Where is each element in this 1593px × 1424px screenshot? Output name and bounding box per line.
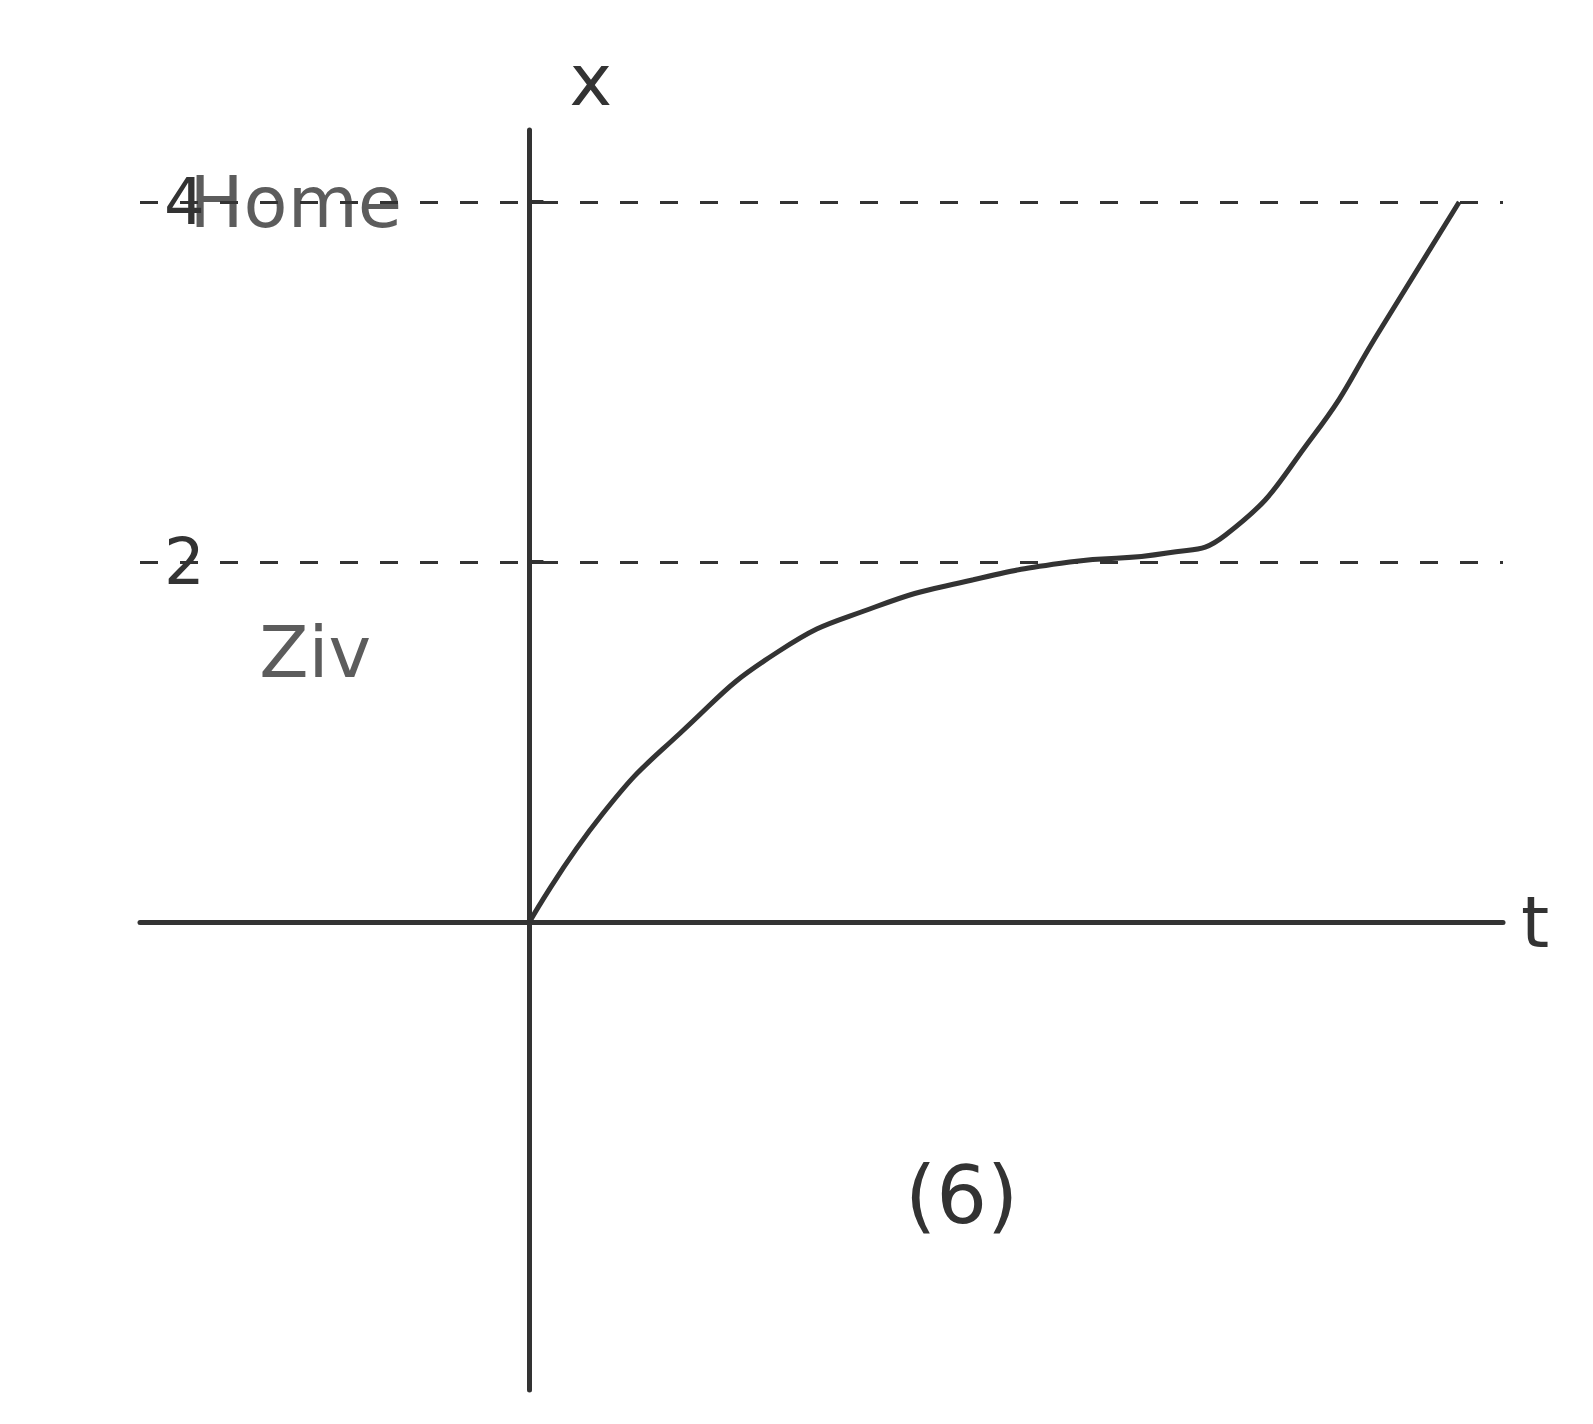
svg-text:(6): (6) (905, 1149, 1018, 1242)
svg-text:Home: Home (189, 160, 403, 244)
svg-text:t: t (1521, 880, 1549, 964)
svg-text:x: x (569, 38, 612, 122)
svg-text:Ziv: Ziv (259, 610, 371, 694)
svg-text:2: 2 (164, 525, 205, 599)
